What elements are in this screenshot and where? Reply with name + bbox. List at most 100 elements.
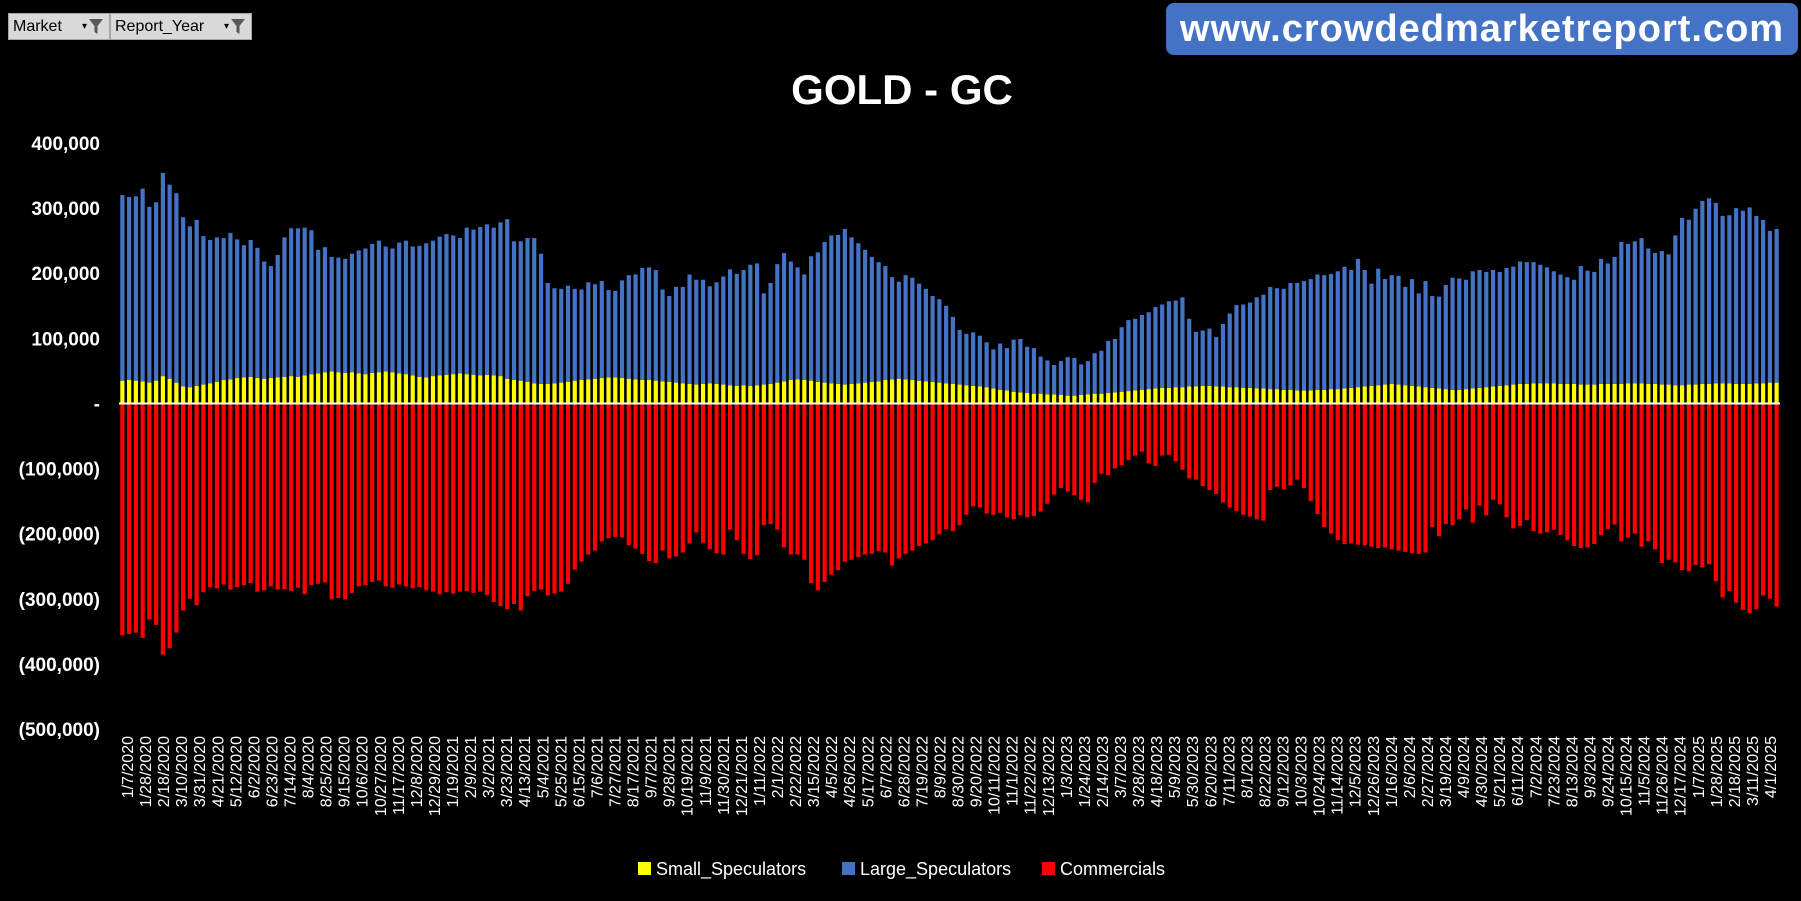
bar-large-speculators [998,343,1003,390]
bar-small-speculators [376,372,382,404]
bar-small-speculators [370,372,375,404]
bar-small-speculators [1031,393,1036,404]
bar-small-speculators [1740,383,1745,404]
bar-small-speculators [1308,390,1313,404]
bar-small-speculators [491,375,496,404]
bar-small-speculators [356,373,361,404]
bar-large-speculators [1511,266,1516,385]
bar-large-speculators [1099,350,1104,394]
bar-large-speculators [1004,348,1009,391]
x-tick-label: 6/11/2024 [1510,736,1527,806]
x-tick-label: 6/7/2022 [878,736,895,798]
bar-commercials [835,403,841,571]
dropdown-arrow-icon[interactable]: ▾ [81,21,87,32]
bar-small-speculators [451,374,456,404]
bar-small-speculators [1085,394,1091,404]
dropdown-arrow-icon[interactable]: ▾ [223,21,229,32]
bar-small-speculators [289,376,294,404]
bar-large-speculators [1457,278,1462,390]
bar-large-speculators [1774,228,1779,383]
bar-large-speculators [1139,314,1145,390]
bar-small-speculators [1281,389,1286,404]
bar-commercials [127,403,132,634]
bar-commercials [1112,403,1118,469]
bar-small-speculators [775,382,780,404]
bar-small-speculators [1146,389,1151,404]
filter-icon[interactable] [89,18,103,35]
bar-large-speculators [700,279,706,384]
bar-large-speculators [282,237,287,377]
bar-small-speculators [417,376,422,404]
bar-large-speculators [1106,340,1111,394]
x-tick-label: 9/3/2024 [1582,736,1599,798]
bar-commercials [565,403,571,584]
legend: Small_Speculators Large_Speculators Commer… [638,859,1165,880]
bar-commercials [1436,403,1442,537]
bar-commercials [849,403,854,560]
bar-small-speculators [194,385,199,404]
bar-small-speculators [660,381,665,404]
bar-commercials [619,403,625,538]
x-axis: 1/7/2020 1/28/2020 2/18/2020 3/10/2020 3/31/… [120,736,1780,816]
bar-large-speculators [1187,318,1192,387]
bar-small-speculators [687,383,692,404]
bar-commercials [457,403,463,592]
bar-commercials [1470,403,1475,523]
bar-small-speculators [1511,384,1516,404]
bar-small-speculators [559,382,564,404]
bar-large-speculators [808,256,814,381]
bar-large-speculators [1578,266,1583,385]
bar-large-speculators [883,266,888,381]
x-tick-label: 4/18/2023 [1149,736,1166,807]
bar-small-speculators [302,375,307,404]
bar-large-speculators [1639,238,1644,384]
bar-commercials [309,403,314,586]
bar-commercials [1538,403,1543,534]
bar-commercials [1072,403,1077,496]
bar-large-speculators [1207,328,1212,386]
market-filter[interactable]: Market ▾ [8,13,110,40]
bar-commercials [1126,403,1131,461]
bar-large-speculators [538,253,544,384]
bar-commercials [363,403,368,586]
bar-small-speculators [1106,393,1111,404]
watermark-banner: www.crowdedmarketreport.com [1166,3,1798,55]
bar-commercials [349,403,355,593]
bar-small-speculators [316,373,321,404]
bar-large-speculators [424,243,429,378]
bar-small-speculators [1112,392,1118,404]
bar-commercials [761,403,766,526]
x-tick-label: 2/9/2021 [463,736,480,798]
bar-commercials [1646,403,1651,542]
bar-commercials [478,403,483,592]
bar-large-speculators [592,284,598,379]
bar-small-speculators [998,389,1003,404]
bar-large-speculators [930,296,935,382]
bar-commercials [977,403,982,508]
bar-small-speculators [727,385,733,404]
bar-small-speculators [464,374,469,404]
bar-large-speculators [950,316,955,384]
filter-icon[interactable] [231,18,245,35]
bar-large-speculators [295,228,301,377]
bar-commercials [1301,403,1307,489]
bar-commercials [971,403,976,507]
bar-large-speculators [451,235,456,375]
bar-small-speculators [390,372,395,404]
report-year-filter[interactable]: Report_Year ▾ [110,13,252,40]
bar-small-speculators [957,384,962,404]
bar-commercials [1342,403,1347,545]
bar-commercials [896,403,901,559]
bar-large-speculators [187,226,192,388]
bar-small-speculators [532,383,537,404]
bar-large-speculators [565,285,571,382]
bar-small-speculators [1646,383,1651,404]
bar-commercials [1666,403,1671,560]
bar-large-speculators [1619,241,1624,384]
bar-small-speculators [262,378,267,404]
bar-commercials [255,403,260,592]
x-tick-label: 4/26/2022 [842,736,859,807]
y-tick-label: (100,000) [19,460,100,481]
y-tick-label: (400,000) [19,655,100,676]
bar-large-speculators [120,195,125,381]
